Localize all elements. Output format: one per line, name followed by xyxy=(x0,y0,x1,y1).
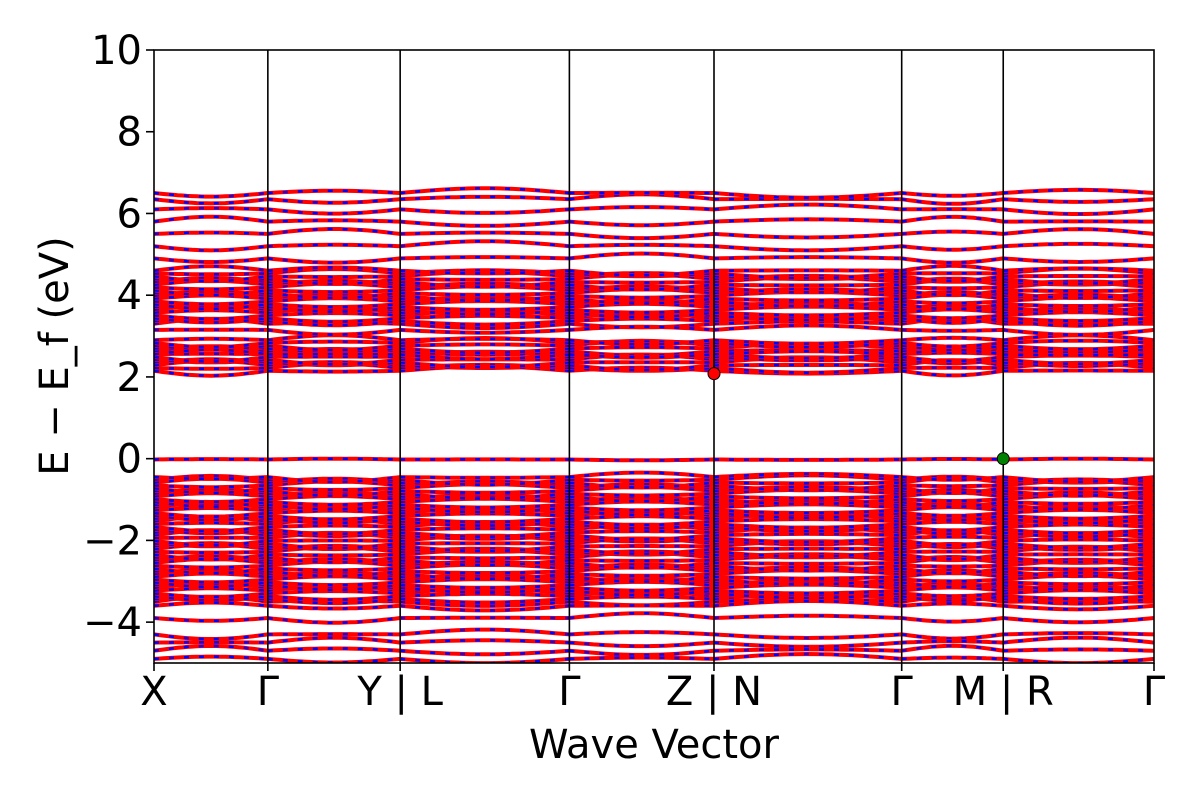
y-tick-label: 10 xyxy=(91,28,142,74)
band-line-spin-down xyxy=(154,551,1154,564)
x-tick-label: Z | N xyxy=(666,669,762,715)
band-line-spin-down xyxy=(154,584,1154,597)
band-line-spin-down xyxy=(154,281,1154,294)
y-axis-title: E − E_f (eV) xyxy=(32,236,78,475)
band-line-spin-down xyxy=(154,545,1154,558)
x-tick-label: Γ xyxy=(257,669,280,715)
band-line-spin-down xyxy=(154,336,1154,349)
y-tick-label: 2 xyxy=(117,355,142,401)
y-tick-label: −2 xyxy=(83,518,142,564)
band-line-spin-down xyxy=(154,287,1154,300)
high-symmetry-lines xyxy=(267,50,1005,663)
band-line-spin-down xyxy=(154,350,1154,363)
band-line-spin-down xyxy=(154,566,1154,578)
band-line-spin-down xyxy=(154,471,1154,484)
x-axis: X Γ Y | L Γ Z | N Γ M | R Γ xyxy=(140,663,1166,715)
x-tick-label: Γ xyxy=(1143,669,1166,715)
band-line-spin-down xyxy=(154,457,1154,462)
band-line-spin-down xyxy=(154,571,1154,583)
band-line-spin-down xyxy=(154,531,1154,544)
x-tick-label: Γ xyxy=(558,669,581,715)
band-line-spin-down xyxy=(154,227,1154,240)
band-line-spin-down xyxy=(154,306,1154,319)
band-line-spin-down xyxy=(154,348,1154,361)
band-line-spin-down xyxy=(154,504,1154,517)
band-line-spin-down xyxy=(154,590,1154,603)
band-line-spin-down xyxy=(154,520,1154,533)
band-line-spin-down xyxy=(154,333,1154,346)
band-line-spin-down xyxy=(154,292,1154,305)
y-tick-label: 6 xyxy=(117,191,142,237)
y-tick-label: 4 xyxy=(117,273,142,319)
band-line-spin-down xyxy=(154,252,1154,264)
band-line-spin-down xyxy=(154,301,1154,314)
band-line-spin-down xyxy=(154,267,1154,280)
band-line-spin-down xyxy=(154,612,1154,624)
band-line-spin-down xyxy=(154,557,1154,570)
band-line-spin-down xyxy=(154,559,1154,572)
band-line-spin-down xyxy=(154,215,1154,228)
band-line-spin-down xyxy=(154,507,1154,519)
band-line-spin-down xyxy=(154,652,1154,663)
band-line-spin-down xyxy=(154,359,1154,372)
band-line-spin-down xyxy=(154,573,1154,586)
band-line-spin-down xyxy=(154,587,1154,600)
band-line-spin-down xyxy=(154,309,1154,322)
band-line-spin-down xyxy=(154,543,1154,555)
y-tick-label: −4 xyxy=(83,600,142,646)
band-line-spin-down xyxy=(154,347,1154,360)
y-axis: −4 −2 0 2 4 6 8 10 xyxy=(83,28,154,646)
band-line-spin-down xyxy=(154,240,1154,252)
band-line-spin-down xyxy=(154,476,1154,489)
x-tick-label: X xyxy=(140,669,167,715)
band-line-spin-down xyxy=(154,479,1154,492)
y-tick-label: 0 xyxy=(117,437,142,483)
bands-layer xyxy=(154,186,1154,663)
cbm-marker xyxy=(707,367,721,381)
band-line-spin-down xyxy=(154,485,1154,498)
band-line-spin-down xyxy=(154,264,1154,277)
band-line-spin-down xyxy=(154,324,1154,337)
band-line-spin-down xyxy=(154,490,1154,503)
band-line-spin-down xyxy=(154,273,1154,286)
band-line-spin-down xyxy=(154,278,1154,291)
band-line-spin-down xyxy=(154,599,1154,612)
band-line-spin-down xyxy=(154,517,1154,530)
band-line-spin-down xyxy=(154,636,1154,649)
band-line-spin-down xyxy=(154,203,1154,216)
band-line-spin-down xyxy=(154,361,1154,374)
band-line-spin-down xyxy=(154,509,1154,522)
band-line-spin-down xyxy=(154,493,1154,506)
x-tick-label: Γ xyxy=(891,669,914,715)
band-line-spin-down xyxy=(154,312,1154,325)
y-tick-label: 8 xyxy=(117,110,142,156)
band-line-spin-down xyxy=(154,529,1154,541)
band-line-spin-down xyxy=(154,295,1154,308)
x-axis-title: Wave Vector xyxy=(529,722,780,768)
x-tick-label: M | R xyxy=(953,669,1054,715)
vbm-marker xyxy=(996,452,1010,466)
extremum-markers xyxy=(707,367,1010,466)
x-tick-label: Y | L xyxy=(356,669,443,715)
plot-frame xyxy=(153,49,1155,664)
band-line-spin-down xyxy=(154,628,1154,641)
band-line-spin-down xyxy=(154,186,1154,199)
band-line-spin-down xyxy=(154,534,1154,547)
band-line-spin-down xyxy=(154,644,1154,657)
